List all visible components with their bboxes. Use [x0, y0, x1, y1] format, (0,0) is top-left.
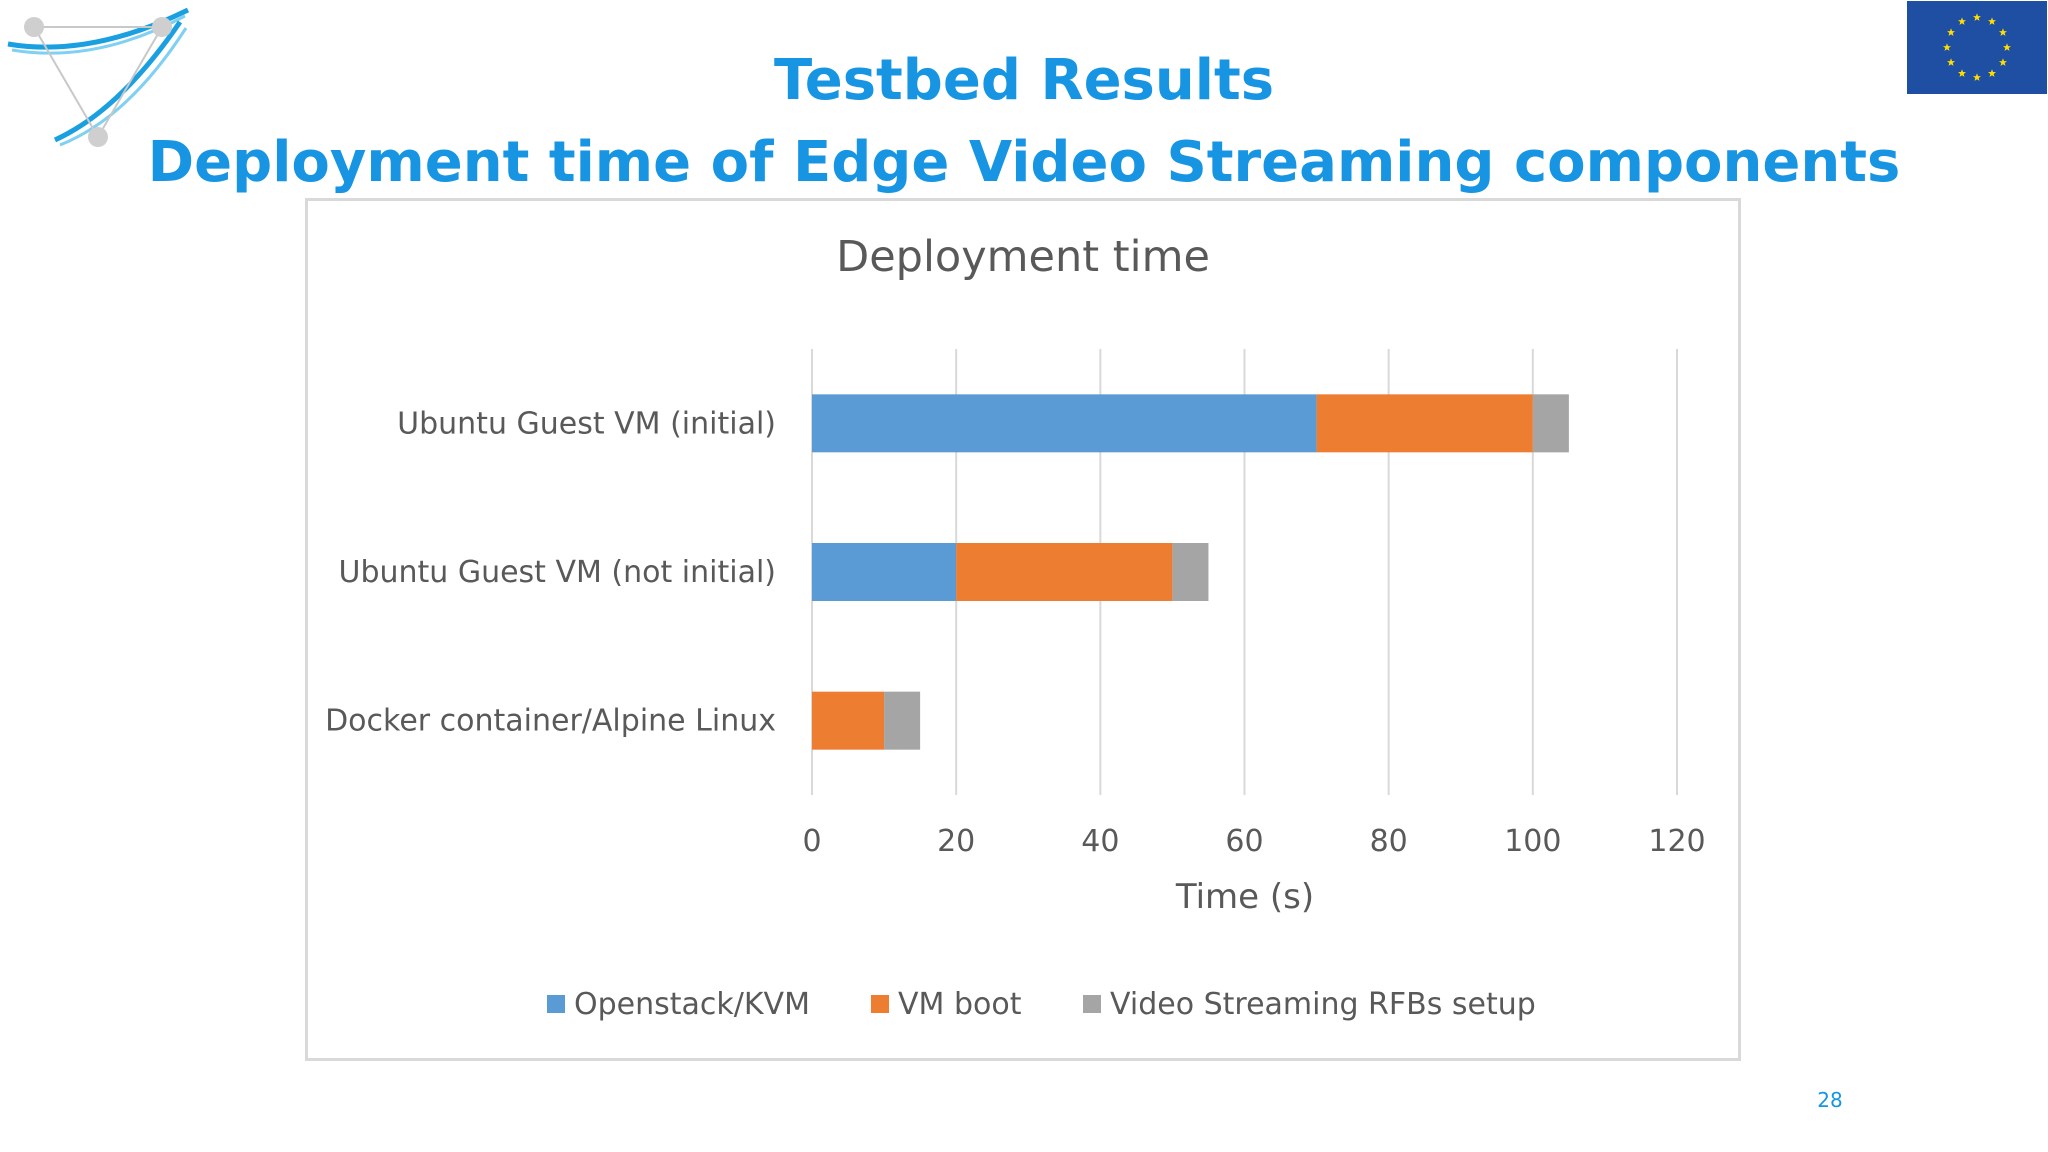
- chart-frame: Deployment time Ubuntu Guest VM (initial)…: [305, 198, 1741, 1061]
- legend-swatch: [1083, 995, 1101, 1013]
- eu-star-icon: [1958, 17, 1966, 25]
- x-axis-label: Time (s): [1175, 877, 1314, 917]
- eu-star-icon: [1958, 69, 1966, 77]
- deployment-time-chart: Deployment time Ubuntu Guest VM (initial)…: [325, 232, 1706, 1022]
- eu-star-icon: [1973, 73, 1981, 81]
- category-label: Ubuntu Guest VM (initial): [397, 406, 776, 441]
- chart-title: Deployment time: [836, 232, 1210, 282]
- eu-star-icon: [1988, 69, 1996, 77]
- x-tick-label: 20: [937, 824, 975, 859]
- eu-star-icon: [1943, 43, 1951, 51]
- legend-label: Video Streaming RFBs setup: [1110, 987, 1536, 1022]
- page-number: 28: [1817, 1088, 1843, 1112]
- bar-segment: [884, 691, 921, 750]
- eu-star-icon: [1988, 17, 1996, 25]
- legend-swatch: [871, 995, 889, 1013]
- legend-label: Openstack/KVM: [574, 987, 810, 1022]
- slide-subtitle: Deployment time of Edge Video Streaming …: [147, 130, 1901, 195]
- slide-title: Testbed Results: [773, 48, 1275, 113]
- eu-star-icon: [1998, 28, 2007, 36]
- eu-star-icon: [1973, 13, 1981, 21]
- x-tick-label: 80: [1370, 824, 1408, 859]
- eu-flag-icon: [1907, 1, 2047, 94]
- bar-segment: [812, 691, 885, 750]
- category-label: Docker container/Alpine Linux: [325, 704, 776, 739]
- eu-star-icon: [1947, 58, 1956, 66]
- x-tick-label: 100: [1504, 824, 1561, 859]
- x-tick-label: 40: [1081, 824, 1119, 859]
- eu-star-icon: [2003, 43, 2011, 51]
- bar-segment: [956, 543, 1173, 601]
- x-tick-label: 60: [1225, 824, 1263, 859]
- x-tick-label: 0: [802, 824, 821, 859]
- bar-segment: [812, 543, 957, 601]
- category-label: Ubuntu Guest VM (not initial): [338, 555, 776, 590]
- legend-label: VM boot: [898, 987, 1022, 1022]
- eu-star-icon: [1998, 58, 2007, 66]
- x-tick-label: 120: [1648, 824, 1705, 859]
- bar-segment: [1532, 394, 1569, 453]
- eu-star-icon: [1947, 28, 1956, 36]
- project-logo: [7, 7, 190, 147]
- legend-swatch: [547, 995, 565, 1013]
- bar-segment: [812, 394, 1317, 453]
- bar-segment: [1172, 543, 1209, 601]
- bar-segment: [1316, 394, 1533, 453]
